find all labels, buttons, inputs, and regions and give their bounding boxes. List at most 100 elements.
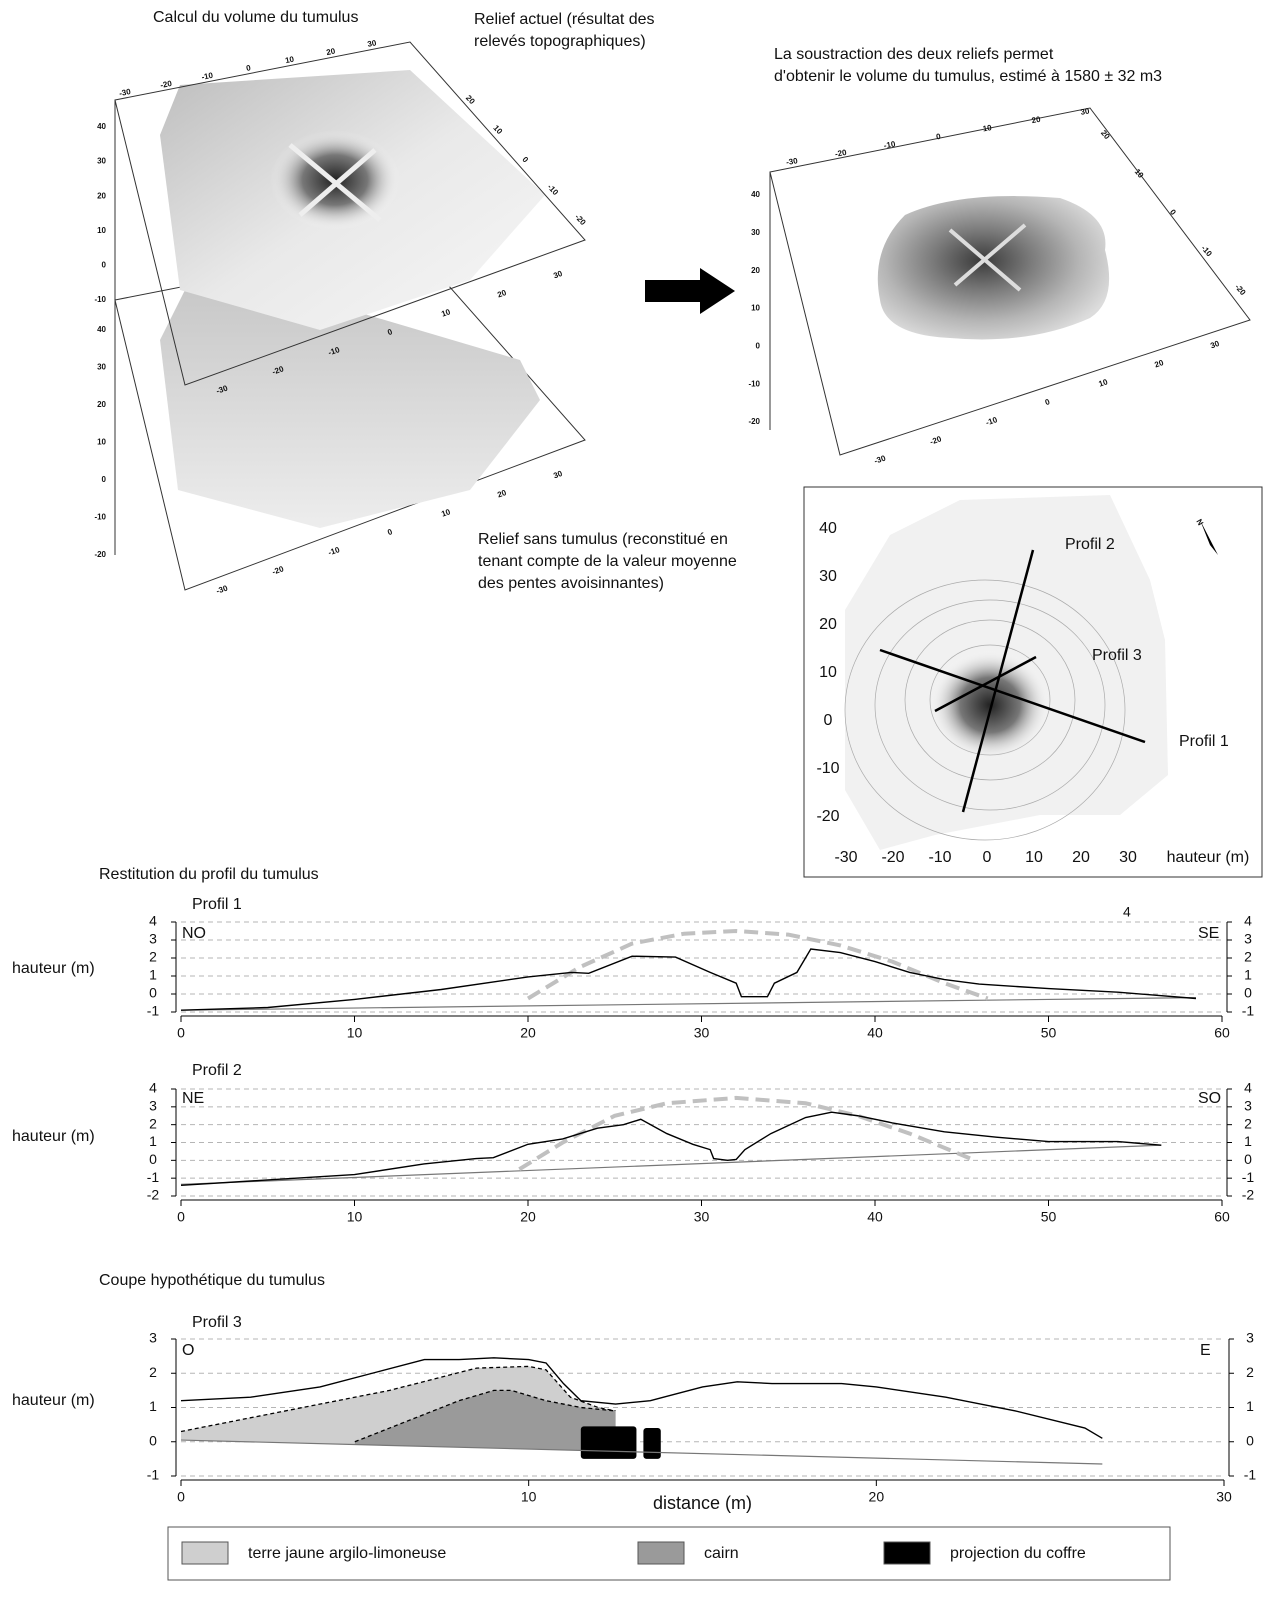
area <box>354 1390 616 1452</box>
axis-tick-label: 20 <box>326 46 337 57</box>
caption: relevés topographiques) <box>474 33 646 50</box>
y-tick-label: 3 <box>149 1098 157 1114</box>
map-x-tick-label: 20 <box>1072 849 1090 866</box>
y-tick-label: 4 <box>149 1080 157 1096</box>
profile-line <box>180 1357 1103 1439</box>
y-tick-label: 4 <box>1244 1080 1252 1096</box>
y-tick-label: 0 <box>1246 1432 1254 1448</box>
x-tick-label: 0 <box>177 1025 185 1041</box>
axis-tick-label: 20 <box>97 191 106 200</box>
axis-tick-label: 0 <box>386 527 394 537</box>
legend-label: terre jaune argilo-limoneuse <box>248 1545 446 1562</box>
section-title: Restitution du profil du tumulus <box>99 866 319 883</box>
axis-tick-label: 10 <box>284 55 295 66</box>
y-tick-label: -1 <box>147 1003 160 1019</box>
legend-swatch <box>883 1541 931 1565</box>
profile-line <box>180 948 1197 1011</box>
map-x-tick-label: -30 <box>834 849 857 866</box>
legend-swatch <box>181 1541 229 1565</box>
axis-tick-label: 20 <box>97 400 106 409</box>
y-tick-label: -1 <box>147 1467 160 1483</box>
axis-tick-label: -30 <box>215 383 229 395</box>
axis-tick-label: -20 <box>573 212 588 227</box>
axis-tick-label: -20 <box>271 564 285 576</box>
axis-tick-label: 10 <box>491 123 504 136</box>
axis-tick-label: 30 <box>751 228 760 237</box>
axis-tick-label: -10 <box>94 513 106 522</box>
profile-line <box>518 1095 972 1171</box>
x-tick-label: 50 <box>1041 1025 1057 1041</box>
axis-tick-label: 30 <box>97 157 106 166</box>
legend-label: cairn <box>704 1545 739 1562</box>
y-tick-label: 1 <box>149 1133 157 1149</box>
axis-tick-label: 0 <box>386 327 394 337</box>
y-axis-label: hauteur (m) <box>12 1128 95 1145</box>
axis-tick-label: 10 <box>982 123 993 133</box>
y-tick-label: 3 <box>1244 931 1252 947</box>
chart-title: Profil 2 <box>192 1062 242 1079</box>
x-tick-label: 30 <box>1216 1489 1232 1505</box>
axis-tick-label: 10 <box>1133 167 1146 180</box>
y-tick-label: 0 <box>1244 1151 1252 1167</box>
y-tick-label: 0 <box>149 985 157 1001</box>
corner-label: O <box>182 1342 194 1359</box>
x-tick-label: 30 <box>694 1209 710 1225</box>
axis-tick-label: 20 <box>1153 358 1165 370</box>
axis-tick-label: -10 <box>327 345 341 357</box>
x-tick-label: 60 <box>1214 1025 1230 1041</box>
profile-line <box>180 1439 1103 1465</box>
axis-tick-label: -20 <box>94 550 106 559</box>
axis-tick-label: 30 <box>97 363 106 372</box>
y-tick-label: -2 <box>147 1187 160 1203</box>
arrow <box>645 268 735 314</box>
axis-tick-label: 0 <box>102 261 107 270</box>
x-tick-label: 20 <box>520 1209 536 1225</box>
caption: tenant compte de la valeur moyenne <box>478 553 737 570</box>
map <box>803 486 1263 878</box>
y-tick-label: 1 <box>1244 967 1252 983</box>
y-tick-label: -2 <box>1242 1187 1255 1203</box>
y-tick-label: 2 <box>1244 1115 1252 1131</box>
annotation: 4 <box>1123 904 1131 920</box>
map-x-tick-label: -10 <box>928 849 951 866</box>
y-tick-label: 1 <box>149 967 157 983</box>
map-y-tick-label: -10 <box>816 760 839 777</box>
axis-tick-label: 0 <box>520 155 530 165</box>
map-y-tick-label: 20 <box>819 616 837 633</box>
block <box>643 1428 661 1459</box>
map-x-tick-label: 30 <box>1119 849 1137 866</box>
map-y-tick-label: 0 <box>824 712 833 729</box>
caption: d'obtenir le volume du tumulus, estimé à… <box>774 68 1162 85</box>
relief-actuel <box>114 41 586 386</box>
corner-label: NO <box>182 925 206 942</box>
y-tick-label: 0 <box>149 1151 157 1167</box>
axis-tick-label: 20 <box>464 93 477 106</box>
y-tick-label: 1 <box>1244 1133 1252 1149</box>
profile-line <box>180 1111 1162 1186</box>
y-tick-label: 2 <box>149 1364 157 1380</box>
axis-tick-label: 40 <box>97 325 106 334</box>
axis-tick-label: -10 <box>883 139 896 150</box>
x-tick-label: 20 <box>869 1489 885 1505</box>
axis-tick-label: -30 <box>785 156 798 167</box>
caption: Relief sans tumulus (reconstitué en <box>478 531 728 548</box>
y-tick-label: 3 <box>1246 1330 1254 1346</box>
axis-tick-label: 10 <box>751 304 760 313</box>
axis-tick-label: 20 <box>496 288 508 300</box>
profile-line <box>526 928 989 1001</box>
y-tick-label: 3 <box>1244 1098 1252 1114</box>
profile-label: Profil 2 <box>1065 536 1115 553</box>
axis-tick-label: -30 <box>118 87 132 98</box>
axis-tick-label: 30 <box>367 38 378 49</box>
y-tick-label: 0 <box>1244 985 1252 1001</box>
map-y-tick-label: -20 <box>816 808 839 825</box>
axis-tick-label: 30 <box>1209 339 1221 351</box>
axis-tick-label: -20 <box>160 79 174 90</box>
map-y-tick-label: 40 <box>819 520 837 537</box>
map-x-tick-label: -20 <box>881 849 904 866</box>
y-tick-label: 3 <box>149 1330 157 1346</box>
map-axis-label: hauteur (m) <box>1167 849 1250 866</box>
y-tick-label: -1 <box>1242 1003 1255 1019</box>
section-title: Coupe hypothétique du tumulus <box>99 1272 325 1289</box>
profile-label: Profil 3 <box>1092 647 1142 664</box>
